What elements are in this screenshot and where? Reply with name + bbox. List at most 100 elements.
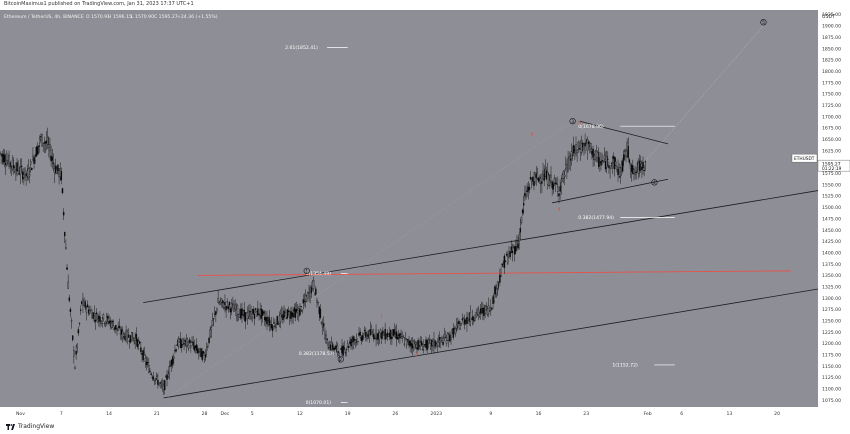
price-tick-label: 1675.00	[822, 126, 841, 132]
candle-body	[293, 307, 295, 312]
candle-body	[127, 334, 130, 338]
candle-body	[576, 149, 578, 153]
candle-body	[399, 333, 401, 339]
candle-body	[526, 190, 528, 193]
time-tick-label: Feb	[644, 411, 652, 417]
candle-body	[627, 145, 629, 158]
wave-label-circled: 5	[760, 19, 767, 26]
candle-body	[618, 167, 620, 173]
candle-body	[518, 234, 520, 242]
candle-body	[555, 183, 558, 185]
candle-body	[560, 182, 562, 188]
price-tick-label: 1375.00	[822, 262, 841, 268]
candle-body	[482, 307, 484, 314]
price-axis[interactable]: USDT 1075.00 1100.00 1125.00 1150.00 1175.00 1…	[791, 10, 850, 420]
symbol-tag-box	[791, 153, 818, 163]
candle-body	[262, 311, 265, 314]
candle-body	[95, 312, 98, 315]
candle-body	[590, 143, 592, 150]
candle-body	[384, 328, 386, 340]
candle-body	[24, 167, 26, 178]
candle-body	[299, 308, 301, 316]
candle-body	[145, 361, 148, 366]
candle-body	[396, 336, 399, 340]
candle-body	[53, 168, 56, 173]
candle-body	[46, 136, 49, 145]
candle-body	[17, 164, 19, 171]
candle-body	[200, 348, 202, 358]
candle-body	[336, 345, 339, 352]
candle-body	[42, 143, 44, 146]
candle-body	[167, 376, 169, 378]
candle-body	[201, 351, 203, 360]
candle-body	[485, 305, 487, 307]
candle-body	[548, 174, 550, 186]
candle-body	[187, 344, 190, 349]
candle-body	[561, 174, 564, 179]
candle-body	[215, 311, 217, 315]
candle-body	[410, 342, 412, 346]
candle-body	[475, 312, 477, 318]
candle-body	[67, 281, 69, 289]
candle-body	[448, 334, 450, 341]
candle-body	[574, 149, 576, 151]
candle-body	[126, 330, 128, 339]
candle-body	[199, 347, 201, 351]
candle-body	[401, 336, 403, 339]
candles-layer	[0, 127, 647, 395]
candle-body	[168, 366, 171, 374]
price-tick-label: 1100.00	[822, 387, 841, 393]
candle-body	[186, 338, 189, 342]
candle-body	[269, 322, 272, 325]
candle-body	[541, 181, 543, 184]
wave-circle	[760, 19, 767, 26]
candle-body	[189, 339, 191, 343]
candle-body	[58, 170, 60, 178]
candle-body	[605, 155, 608, 168]
price-chart[interactable]: Ethereum / TetherUS, 4h, BINANCE O 1570.…	[0, 10, 850, 420]
candle-body	[584, 143, 586, 147]
subwave-label: 1	[380, 314, 383, 320]
candle-body	[263, 317, 266, 321]
candle-body	[409, 340, 411, 347]
candle-body	[261, 309, 264, 316]
candle-body	[65, 247, 67, 249]
candle-body	[540, 183, 542, 185]
candle-body	[82, 298, 84, 306]
candle-body	[599, 161, 601, 163]
candle-body	[3, 154, 6, 163]
candle-body	[507, 255, 509, 264]
candle-body	[543, 173, 545, 181]
wave-label-circled: 3	[569, 118, 576, 125]
time-tick-label: 20	[774, 411, 780, 417]
candle-body	[629, 166, 632, 169]
candle-body	[193, 346, 196, 351]
wave-label-circled: 1	[303, 267, 310, 274]
candle-body	[1, 153, 3, 157]
candle-body	[129, 335, 132, 343]
candle-body	[119, 333, 122, 335]
price-tick-label: 1200.00	[822, 341, 841, 347]
candle-body	[123, 333, 125, 337]
candle-body	[52, 162, 55, 164]
chart-area[interactable]: Ethereum / TetherUS, 4h, BINANCE O 1570.…	[0, 10, 850, 420]
candle-body	[135, 334, 138, 342]
candle-body	[607, 158, 609, 160]
candle-body	[617, 169, 619, 176]
candle-body	[352, 336, 355, 342]
wave-label-circled: 4	[651, 179, 658, 186]
candle-body	[391, 336, 393, 339]
candle-body	[368, 330, 370, 339]
candle-body	[267, 321, 269, 325]
candle-body	[619, 176, 622, 178]
candle-body	[479, 308, 482, 314]
candle-body	[432, 341, 434, 346]
candle-body	[596, 152, 599, 158]
candle-body	[582, 142, 584, 148]
candle-body	[315, 288, 317, 295]
time-axis[interactable]: Nov 7 14 21 28 Dec 5 12 19 26 2023 9 16 23 Feb 6 13 20	[0, 407, 850, 420]
tradingview-brand[interactable]: TradingView	[6, 423, 54, 430]
price-tick-label: 1800.00	[822, 69, 841, 75]
drawing-layer	[143, 25, 819, 403]
candle-body	[99, 316, 101, 322]
